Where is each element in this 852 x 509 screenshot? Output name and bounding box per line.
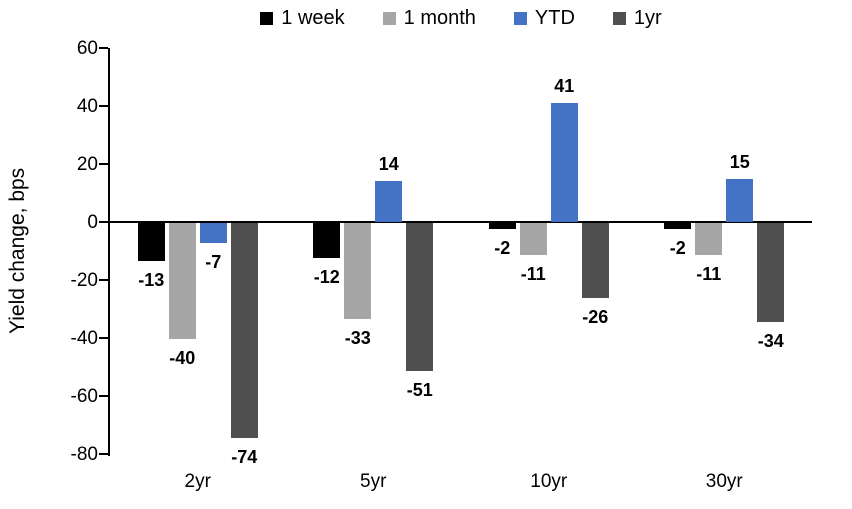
bar-value-label: -13	[138, 269, 165, 290]
bar-value-label: -11	[696, 263, 722, 284]
bar-ytd-2yr	[199, 223, 227, 244]
bar-1-week-5yr	[313, 223, 341, 258]
y-axis-tick	[99, 47, 108, 49]
bar-value-label: -34	[757, 330, 784, 351]
y-axis-tick-label: -80	[70, 444, 98, 465]
y-axis-tick-label: 20	[76, 154, 98, 175]
bar-ytd-10yr	[550, 103, 578, 222]
legend-item-ytd: YTD	[513, 7, 575, 29]
y-axis-tick	[99, 337, 108, 339]
bar-value-label: -40	[169, 348, 196, 368]
bar-value-label: -26	[582, 307, 609, 328]
y-axis-tick	[99, 395, 108, 397]
bar-value-label: 14	[378, 154, 399, 175]
y-axis-tick-label: 60	[76, 38, 98, 59]
bar-value-label: -33	[344, 327, 371, 348]
x-axis-category-label: 10yr	[530, 471, 568, 492]
y-axis-tick	[99, 279, 108, 281]
legend-item-1-week: 1 week	[260, 7, 345, 29]
legend: 1 week 1 month YTD 1yr	[110, 8, 812, 28]
x-axis-category-label: 5yr	[360, 471, 387, 492]
legend-label: 1 week	[281, 7, 345, 29]
x-axis-category-label: 2yr	[184, 471, 211, 492]
bar-1-month-5yr	[344, 223, 372, 319]
y-axis-tick-label: 0	[87, 212, 98, 233]
bar-1-week-2yr	[137, 223, 165, 261]
bar-value-label: 15	[729, 151, 750, 172]
bar-value-label: -12	[313, 266, 340, 287]
bar-1yr-2yr	[230, 223, 258, 438]
y-axis-title: Yield change, bps	[6, 167, 29, 335]
bar-1-month-30yr	[695, 223, 723, 255]
legend-marker-icon	[260, 11, 274, 25]
bar-value-label: -2	[494, 237, 511, 258]
bar-1-month-2yr	[168, 223, 196, 339]
bar-value-label: -2	[669, 237, 686, 258]
y-axis-line	[108, 48, 110, 456]
bar-1yr-30yr	[757, 223, 785, 322]
bar-value-label: -7	[205, 252, 222, 273]
bar-1yr-10yr	[581, 223, 609, 299]
x-axis-category-label: 30yr	[705, 471, 743, 492]
zero-axis-line	[108, 221, 812, 223]
y-axis-tick-label: 40	[76, 96, 98, 117]
bar-1-month-10yr	[519, 223, 547, 255]
bar-ytd-30yr	[726, 178, 754, 222]
legend-marker-icon	[382, 11, 396, 25]
bar-ytd-5yr	[375, 181, 403, 222]
legend-label: 1 month	[403, 7, 476, 29]
bar-value-label: -51	[406, 379, 433, 400]
y-axis-tick-label: -40	[70, 328, 98, 349]
legend-item-1-month: 1 month	[382, 7, 476, 29]
y-axis-tick-label: -20	[70, 270, 98, 291]
bar-value-label: -11	[520, 263, 546, 284]
bar-value-label: 41	[554, 76, 575, 97]
legend-label: 1yr	[633, 7, 662, 29]
legend-item-1yr: 1yr	[612, 7, 662, 29]
y-axis-tick	[99, 163, 108, 165]
bar-1-week-30yr	[664, 223, 692, 229]
legend-label: YTD	[534, 7, 575, 29]
y-axis-tick	[99, 453, 108, 455]
y-axis-tick	[99, 105, 108, 107]
y-axis-tick-label: -60	[70, 386, 98, 407]
y-axis-tick	[99, 221, 108, 223]
bar-value-label: -74	[231, 446, 258, 467]
legend-marker-icon	[513, 11, 527, 25]
bar-1-week-10yr	[488, 223, 516, 229]
bar-1yr-5yr	[406, 223, 434, 371]
legend-marker-icon	[612, 11, 626, 25]
